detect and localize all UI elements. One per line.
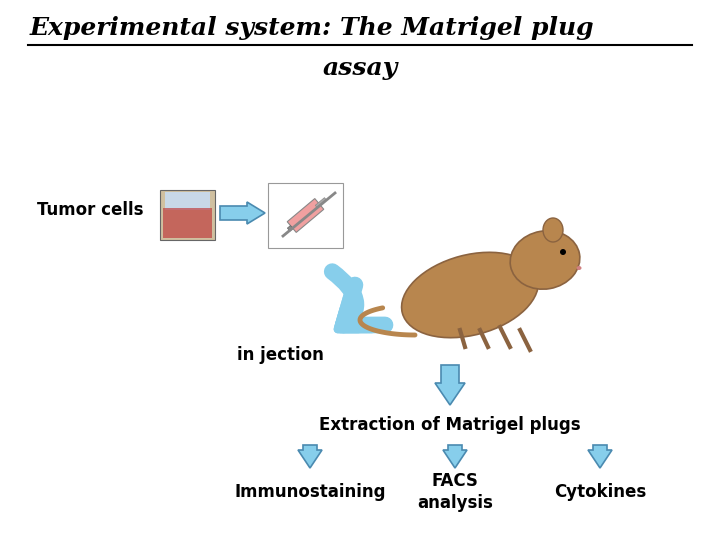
FancyBboxPatch shape [163,207,212,238]
Ellipse shape [577,266,582,270]
Text: in jection: in jection [237,346,323,364]
Ellipse shape [402,252,539,338]
FancyBboxPatch shape [315,198,326,208]
FancyBboxPatch shape [160,190,215,240]
Text: Immunostaining: Immunostaining [234,483,386,501]
Polygon shape [220,202,265,224]
Text: Experimental system: The Matrigel plug: Experimental system: The Matrigel plug [30,16,595,40]
Ellipse shape [510,231,580,289]
FancyBboxPatch shape [165,192,210,210]
Polygon shape [588,445,612,468]
Text: FACS
analysis: FACS analysis [417,472,493,512]
FancyBboxPatch shape [268,183,343,248]
Polygon shape [443,445,467,468]
FancyBboxPatch shape [287,199,324,232]
Text: Extraction of Matrigel plugs: Extraction of Matrigel plugs [319,416,581,434]
Ellipse shape [560,249,566,255]
Text: Cytokines: Cytokines [554,483,646,501]
Text: Tumor cells: Tumor cells [37,201,143,219]
FancyArrowPatch shape [332,272,359,329]
FancyBboxPatch shape [287,226,293,231]
FancyArrowPatch shape [332,272,372,327]
Polygon shape [435,365,465,405]
Ellipse shape [543,218,563,242]
Polygon shape [298,445,322,468]
Text: assay: assay [323,56,397,80]
FancyArrowPatch shape [332,272,385,325]
